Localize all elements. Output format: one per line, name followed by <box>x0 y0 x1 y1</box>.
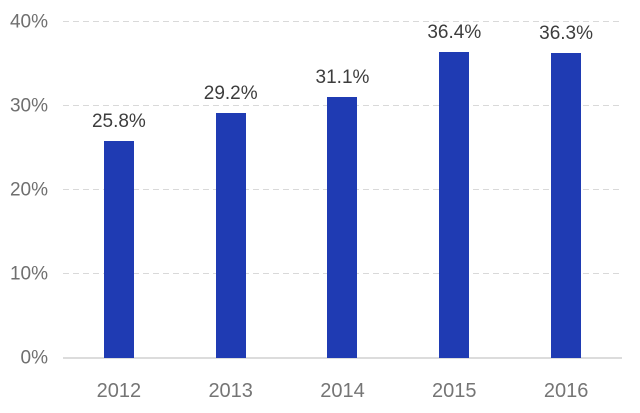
bar-value-label: 31.1% <box>315 66 370 88</box>
x-axis-line <box>63 357 622 359</box>
bar-slot: 29.2% <box>175 22 287 358</box>
plot-area: 25.8% 29.2% 31.1% 36.4% 36.3% <box>63 21 622 359</box>
y-tick-label: 20% <box>9 179 48 201</box>
x-tick-label: 2016 <box>543 380 589 402</box>
y-tick-label: 0% <box>20 347 48 369</box>
bar-slot: 36.3% <box>510 22 622 358</box>
x-tick-label: 2014 <box>320 380 365 402</box>
bar-2012 <box>103 141 134 358</box>
bar-2016 <box>551 53 582 358</box>
x-axis: 2012 2013 2014 2015 2016 <box>63 381 622 401</box>
x-tick-label: 2015 <box>432 380 477 402</box>
bar-slot: 31.1% <box>287 22 399 358</box>
y-tick-label: 10% <box>9 263 48 285</box>
bar-value-label: 29.2% <box>203 82 258 104</box>
bar-slot: 36.4% <box>398 22 510 358</box>
bar-2015 <box>439 52 470 358</box>
bar-value-label: 36.3% <box>539 23 594 45</box>
y-tick-label: 40% <box>9 11 48 33</box>
bar-2013 <box>215 112 246 358</box>
bar-slots: 25.8% 29.2% 31.1% 36.4% 36.3% <box>63 22 622 358</box>
bar-slot: 25.8% <box>63 22 175 358</box>
x-tick-label: 2013 <box>208 380 253 402</box>
bar-value-label: 36.4% <box>427 22 482 44</box>
x-tick-label: 2012 <box>96 380 142 402</box>
y-axis: 0% 10% 20% 30% 40% <box>0 13 48 368</box>
bar-value-label: 25.8% <box>91 111 146 133</box>
bar-2014 <box>327 96 358 358</box>
gridline <box>63 21 622 22</box>
y-tick-label: 30% <box>9 95 48 117</box>
